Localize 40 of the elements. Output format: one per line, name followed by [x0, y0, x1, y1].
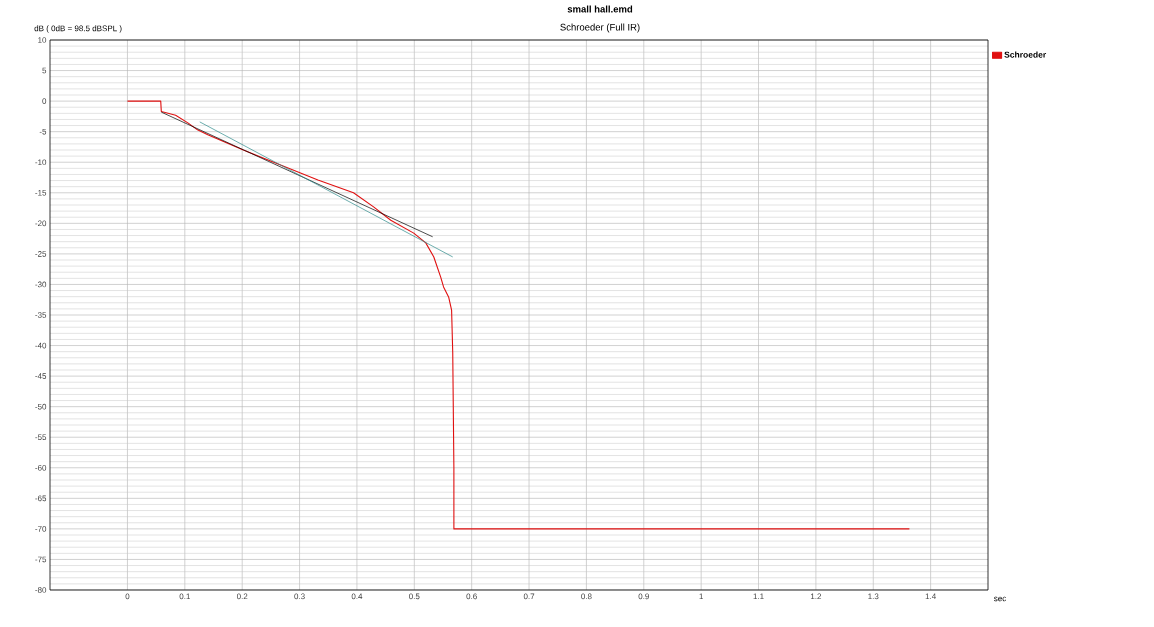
x-tick-label: 0 [125, 593, 130, 600]
y-tick-label: -65 [35, 495, 47, 502]
y-tick-label: -70 [35, 526, 47, 532]
x-tick-label: 0.5 [409, 593, 420, 600]
x-tick-label: 0.1 [179, 593, 190, 600]
line-series [126, 100, 910, 530]
x-tick-label: 0.9 [638, 593, 649, 600]
y-tick-label: -80 [35, 587, 47, 593]
x-tick-label: 1.2 [810, 593, 822, 600]
y-tick-label: -20 [35, 220, 47, 227]
y-tick-label: -10 [35, 159, 47, 166]
y-tick-label: 0 [42, 98, 47, 104]
x-tick-label: 0.4 [351, 593, 363, 600]
y-axis-title: dB ( 0dB = 98.5 dBSPL ) [34, 25, 122, 33]
y-tick-label: -5 [39, 128, 47, 135]
y-tick-label: -55 [35, 434, 47, 441]
x-axis-title: sec [994, 596, 1007, 602]
y-tick-label: -35 [35, 312, 47, 318]
x-tick-label: 1.3 [868, 593, 879, 600]
y-tick-label: 5 [42, 67, 47, 74]
y-tick-label: -15 [35, 189, 47, 196]
y-tick-label: -40 [35, 342, 47, 349]
y-tick-label: -45 [35, 373, 47, 379]
x-tick-label: 0.3 [294, 593, 305, 600]
chart-title: small hall.emd [567, 5, 633, 13]
y-tick-label: -25 [35, 251, 47, 257]
y-tick-label: 10 [38, 37, 47, 43]
x-tick-label: 0.8 [581, 593, 592, 600]
y-tick-label: -30 [35, 281, 47, 288]
y-tick-label: -75 [35, 556, 47, 563]
y-tick-label: -50 [35, 403, 47, 410]
x-tick-label: 0.7 [523, 593, 535, 600]
legend-label: Schroeder [1004, 51, 1047, 58]
x-tick-label: 0.6 [466, 593, 477, 600]
x-tick-label: 1.1 [753, 593, 764, 600]
chart-subtitle: Schroeder (Full IR) [560, 23, 640, 33]
x-tick-label: 1 [699, 593, 703, 600]
y-tick-label: -60 [35, 464, 47, 471]
x-tick-label: 1.4 [925, 593, 936, 600]
x-tick-label: 0.2 [236, 593, 248, 600]
